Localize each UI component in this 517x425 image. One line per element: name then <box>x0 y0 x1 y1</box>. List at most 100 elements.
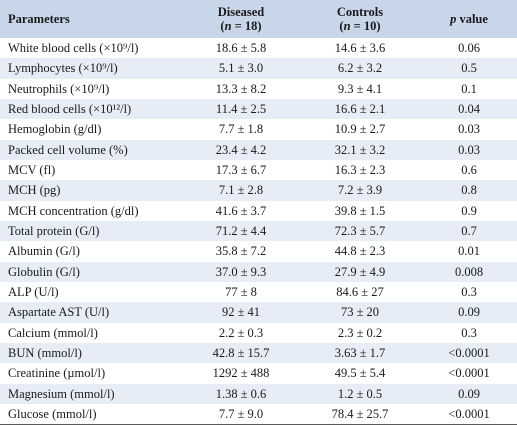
header-p-value: p value <box>421 0 517 38</box>
cell-parameter: MCH concentration (g/dl) <box>8 203 139 218</box>
cell-p-value: 0.09 <box>458 386 480 401</box>
table-row: MCH concentration (g/dl) 41.6 ± 3.7 39.8 ±… <box>0 200 517 221</box>
header-controls-label: Controls <box>336 5 384 19</box>
cell-diseased: 1.38 ± 0.6 <box>215 386 267 401</box>
cell-parameter: Neutrophils (×10⁹/l) <box>8 81 110 96</box>
header-p-rest: value <box>456 12 488 26</box>
cell-diseased: 7.1 ± 2.8 <box>218 183 264 198</box>
cell-p-value: <0.0001 <box>448 366 490 381</box>
cell-parameter: Lymphocytes (×10⁹/l) <box>8 61 118 76</box>
table-row: Creatinine (µmol/l) 1292 ± 488 49.5 ± 5.4 <… <box>0 363 517 384</box>
table-row: Red blood cells (×10¹²/l) 11.4 ± 2.5 16.6 … <box>0 98 517 120</box>
cell-parameter: ALP (U/l) <box>8 285 59 300</box>
cell-p-value: <0.0001 <box>421 403 517 425</box>
cell-p-value: 0.5 <box>461 61 477 76</box>
cell-p-value: 0.1 <box>461 81 477 96</box>
cell-p-value: 0.09 <box>458 305 480 320</box>
table-header: Parameters Diseased (n = 18) Controls (n… <box>0 0 517 38</box>
table-row: Hemoglobin (g/dl) 7.7 ± 1.8 10.9 ± 2.7 0.03 <box>0 119 517 140</box>
cell-diseased: 17.3 ± 6.7 <box>215 163 267 178</box>
table-row: Aspartate AST (U/l) 92 ± 41 73 ± 20 0.09 <box>0 302 517 323</box>
table-row: ALP (U/l) 77 ± 8 84.6 ± 27 0.3 <box>0 281 517 303</box>
table-row: Packed cell volume (%) 23.4 ± 4.2 32.1 ± 3… <box>0 139 517 160</box>
table-row: White blood cells (×10⁹/l) 18.6 ± 5.8 14.6… <box>0 38 517 59</box>
cell-diseased: 11.4 ± 2.5 <box>215 102 267 117</box>
header-diseased-label: Diseased <box>217 5 265 19</box>
table-row: Glucose (mmol/l) 7.7 ± 9.0 78.4 ± 25.7 <0.0… <box>0 403 517 425</box>
table-row: Calcium (mmol/l) 2.2 ± 0.3 2.3 ± 0.2 0.3 <box>0 322 517 343</box>
cell-controls: 78.4 ± 25.7 <box>299 403 421 425</box>
cell-parameter: Calcium (mmol/l) <box>8 325 98 340</box>
header-parameters: Parameters <box>8 12 70 26</box>
header-controls-n: n <box>343 19 351 33</box>
cell-controls: 2.3 ± 0.2 <box>337 325 383 340</box>
cell-p-value: 0.8 <box>461 183 477 198</box>
cell-controls: 10.9 ± 2.7 <box>334 122 386 137</box>
cell-diseased: 71.2 ± 4.4 <box>215 224 267 239</box>
header-row: Parameters Diseased (n = 18) Controls (n… <box>0 0 517 38</box>
cell-diseased: 7.7 ± 1.8 <box>218 122 264 137</box>
table-row: Neutrophils (×10⁹/l) 13.3 ± 8.2 9.3 ± 4.1 0… <box>0 78 517 99</box>
cell-controls: 6.2 ± 3.2 <box>337 61 383 76</box>
cell-parameter: Hemoglobin (g/dl) <box>8 122 102 137</box>
cell-controls: 27.9 ± 4.9 <box>334 264 386 279</box>
cell-diseased: 41.6 ± 3.7 <box>215 203 267 218</box>
cell-diseased: 77 ± 8 <box>225 285 257 300</box>
cell-parameter: Glucose (mmol/l) <box>0 403 183 425</box>
cell-controls: 84.6 ± 27 <box>336 285 384 300</box>
cell-p-value: 0.03 <box>458 122 480 137</box>
cell-parameter: Albumin (G/l) <box>8 244 80 259</box>
cell-parameter: White blood cells (×10⁹/l) <box>8 41 139 56</box>
cell-diseased: 7.7 ± 9.0 <box>183 403 299 425</box>
cell-parameter: Aspartate AST (U/l) <box>8 305 110 320</box>
cell-controls: 49.5 ± 5.4 <box>334 366 386 381</box>
header-controls-sub-open: ( <box>339 19 344 33</box>
table-row: MCH (pg) 7.1 ± 2.8 7.2 ± 3.9 0.8 <box>0 180 517 201</box>
cell-parameter: Red blood cells (×10¹²/l) <box>8 102 132 117</box>
header-controls-sub-rest: = 10) <box>350 19 381 33</box>
cell-parameter: Magnesium (mmol/l) <box>8 386 115 401</box>
header-diseased-n: n <box>224 19 232 33</box>
table-row: Lymphocytes (×10⁹/l) 5.1 ± 3.0 6.2 ± 3.2 0.… <box>0 58 517 79</box>
cell-p-value: 0.03 <box>458 142 480 157</box>
table-row: MCV (fl) 17.3 ± 6.7 16.3 ± 2.3 0.6 <box>0 159 517 181</box>
cell-p-value: <0.0001 <box>448 346 490 361</box>
table-row: Globulin (G/l) 37.0 ± 9.3 27.9 ± 4.9 0.008 <box>0 261 517 282</box>
cell-controls: 72.3 ± 5.7 <box>334 224 386 239</box>
cell-controls: 14.6 ± 3.6 <box>334 41 386 56</box>
cell-controls: 7.2 ± 3.9 <box>337 183 383 198</box>
cell-p-value: 0.008 <box>454 264 484 279</box>
cell-p-value: 0.7 <box>461 224 477 239</box>
cell-diseased: 42.8 ± 15.7 <box>212 346 270 361</box>
cell-controls: 39.8 ± 1.5 <box>334 203 386 218</box>
cell-p-value: 0.6 <box>461 163 477 178</box>
cell-controls: 32.1 ± 3.2 <box>334 142 386 157</box>
cell-controls: 9.3 ± 4.1 <box>337 81 383 96</box>
cell-parameter: MCV (fl) <box>8 163 56 178</box>
cell-parameter: Globulin (G/l) <box>8 264 80 279</box>
header-diseased-sub-open: ( <box>220 19 225 33</box>
cell-controls: 73 ± 20 <box>340 305 380 320</box>
cell-p-value: 0.9 <box>461 203 477 218</box>
cell-diseased: 23.4 ± 4.2 <box>215 142 267 157</box>
cell-p-value: 0.06 <box>458 41 480 56</box>
cell-parameter: BUN (mmol/l) <box>8 346 82 361</box>
cell-p-value: 0.3 <box>461 325 477 340</box>
cell-diseased: 13.3 ± 8.2 <box>215 81 267 96</box>
table-row: Magnesium (mmol/l) 1.38 ± 0.6 1.2 ± 0.5 0.0… <box>0 383 517 404</box>
cell-diseased: 18.6 ± 5.8 <box>215 41 267 56</box>
table-row: BUN (mmol/l) 42.8 ± 15.7 3.63 ± 1.7 <0.0001 <box>0 342 517 364</box>
cell-diseased: 37.0 ± 9.3 <box>215 264 267 279</box>
cell-controls: 44.8 ± 2.3 <box>334 244 386 259</box>
cell-diseased: 5.1 ± 3.0 <box>218 61 264 76</box>
cell-controls: 16.3 ± 2.3 <box>334 163 386 178</box>
header-diseased: Diseased (n = 18) <box>183 0 299 38</box>
cell-p-value: 0.01 <box>458 244 480 259</box>
cell-controls: 1.2 ± 0.5 <box>337 386 383 401</box>
cell-diseased: 92 ± 41 <box>221 305 261 320</box>
cell-parameter: Creatinine (µmol/l) <box>8 366 106 381</box>
header-controls: Controls (n = 10) <box>299 0 421 38</box>
cell-diseased: 35.8 ± 7.2 <box>215 244 267 259</box>
